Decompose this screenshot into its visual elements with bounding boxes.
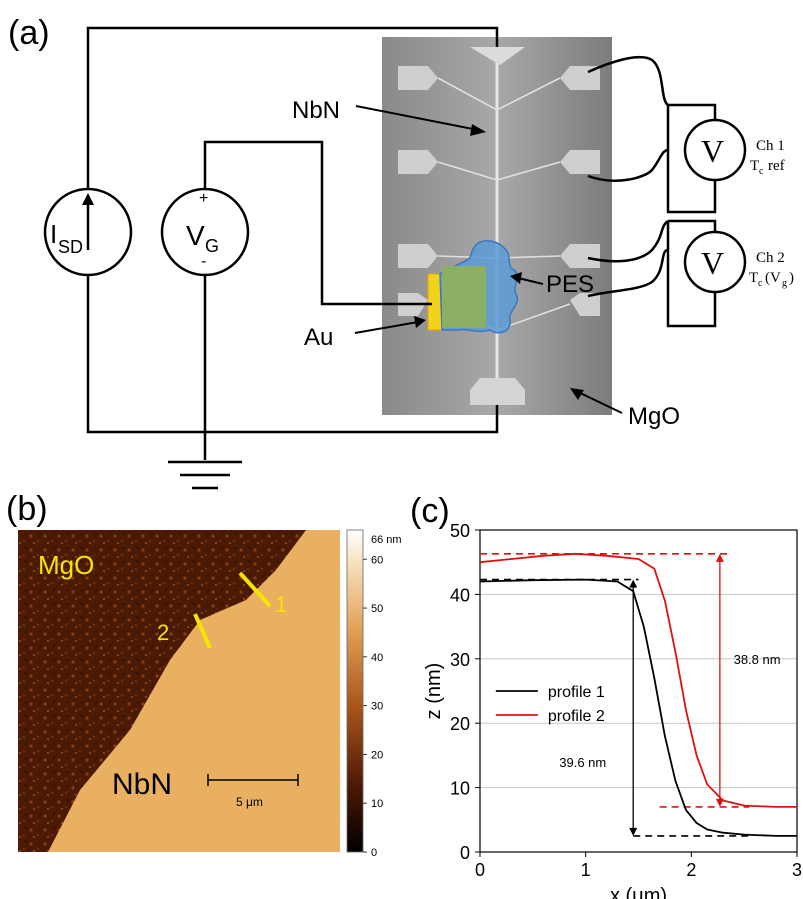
bottom-current-pad: [470, 378, 525, 405]
colorbar-max: 66 nm: [371, 534, 402, 546]
y-tick-label: 10: [450, 779, 470, 799]
mgo-label: MgO: [628, 403, 680, 430]
mgo-arrow: [570, 388, 623, 414]
voltmeter-ch2-symbol: V: [701, 245, 724, 281]
colorbar-ticks: 60 50 40 30 20 10 0: [363, 554, 383, 859]
nbn-arrow: [355, 105, 486, 136]
voltmeter-ch2-arg: (V: [765, 270, 781, 286]
voltmeter-ch1-channel: Ch 1: [756, 138, 785, 154]
top-current-pad: [470, 47, 525, 65]
y-tick-label: 40: [450, 585, 470, 605]
voltmeter-ch2: V Ch 2 T c (V g ): [683, 230, 794, 294]
voltmeter-ch2-channel: Ch 2: [756, 250, 785, 266]
current-source: I SD: [43, 187, 133, 277]
profile-2-step-arrow: [715, 553, 724, 807]
afm-image: 1 2 MgO NbN 5 μm: [18, 530, 340, 852]
pes-label: PES: [546, 271, 594, 298]
voltmeter-ch1-tc-sub: c: [759, 166, 764, 177]
nbn-label: NbN: [292, 97, 340, 124]
colorbar-tick-label: 50: [371, 603, 383, 615]
circuit-wires: [86, 26, 717, 460]
y-tick-label: 0: [460, 843, 470, 863]
step-1-annotation: 39.6 nm: [559, 755, 606, 770]
voltmeter-ch1-symbol: V: [701, 133, 724, 169]
x-tick-label: 1: [581, 860, 591, 880]
voltmeter-ch2-tc: T: [749, 270, 758, 286]
y-axis-label: z (nm): [423, 663, 445, 720]
voltmeter-ch2-close: ): [789, 270, 794, 286]
au-arrow: [354, 316, 426, 334]
series-line-profile-1: [479, 578, 797, 837]
voltmeter-ch1-tc: T: [750, 158, 759, 174]
x-tick-label: 3: [792, 860, 802, 880]
voltage-source-minus: -: [201, 253, 206, 270]
voltmeter-ch1-ref: ref: [768, 158, 785, 174]
marker-label-2: 2: [157, 620, 169, 645]
x-axis-label: x (μm): [610, 885, 667, 899]
colorbar-tick-label: 20: [371, 749, 383, 761]
y-tick-label: 30: [450, 650, 470, 670]
y-tick-label: 20: [450, 714, 470, 734]
marker-line-2: [193, 613, 212, 649]
marker-label-1: 1: [275, 592, 287, 617]
step-2-annotation: 38.8 nm: [734, 652, 781, 667]
legend-label: profile 1: [548, 684, 605, 701]
y-tick-label: 50: [450, 521, 470, 541]
plot-frame: [479, 529, 798, 853]
colorbar-tick-label: 60: [371, 554, 383, 566]
au-label: Au: [304, 324, 333, 351]
mgo-region: [18, 530, 306, 852]
ground-icon: [168, 460, 242, 490]
legend-label: profile 2: [548, 708, 605, 725]
marker-line-1: [238, 571, 272, 608]
profile-chart: 0 10 20 30 40 50 0 1 2 3 x (μm) z (nm) 38.8 nm 39.6 n…: [423, 521, 802, 899]
colorbar-tick-label: 0: [371, 847, 377, 859]
voltage-source: + V G -: [160, 187, 250, 277]
afm-nbn-label: NbN: [112, 768, 172, 801]
panel-b-label: (b): [6, 490, 48, 528]
current-source-label: I: [50, 219, 57, 249]
voltmeter-ch1: V Ch 1 T c ref: [683, 118, 785, 182]
voltmeter-ch2-tc-sub: c: [758, 278, 763, 289]
colorbar-tick-label: 40: [371, 652, 383, 664]
x-tick-label: 2: [686, 860, 696, 880]
device-micrograph: [382, 37, 612, 415]
afm-mgo-label: MgO: [38, 550, 94, 580]
voltage-source-label: V: [186, 220, 205, 251]
panel-c-label: (c): [410, 492, 450, 530]
colorbar-tick-label: 10: [371, 798, 383, 810]
current-source-subscript: SD: [58, 237, 83, 257]
voltmeter-ch2-arg-sub: g: [782, 278, 787, 289]
scale-bar-label: 5 μm: [236, 795, 263, 809]
voltage-source-subscript: G: [205, 236, 219, 256]
series-line-profile-2: [479, 552, 797, 808]
pes-overlap: [442, 266, 486, 328]
x-tick-label: 0: [475, 860, 485, 880]
scale-bar: [207, 774, 299, 786]
colorbar-tick-label: 30: [371, 701, 383, 713]
pes-arrow: [510, 272, 544, 285]
profile-1-step-arrow: [629, 579, 638, 836]
panel-a-label: (a): [8, 14, 50, 52]
colorbar: 66 nm 60 50 40 30 20 10 0: [346, 529, 402, 859]
voltage-source-plus: +: [199, 190, 208, 207]
